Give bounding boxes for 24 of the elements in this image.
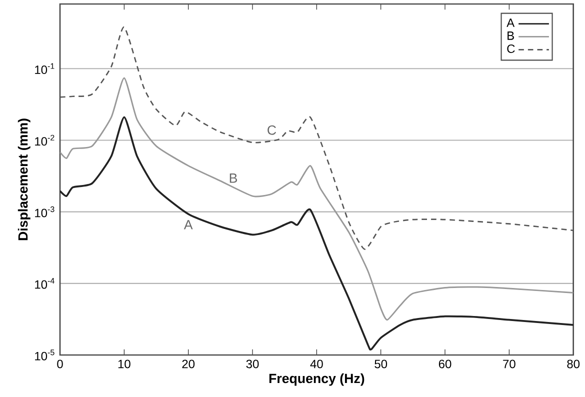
annotation: C bbox=[268, 125, 276, 135]
x-tick-label: 60 bbox=[438, 360, 452, 368]
y-tick-label: 10$^{-4}$ bbox=[35, 278, 54, 289]
x-tick-label: 20 bbox=[182, 360, 195, 368]
x-tick-label: 40 bbox=[310, 360, 323, 368]
y-tick-label: 10$^{-3}$ bbox=[35, 206, 54, 218]
x-tick-label: 70 bbox=[503, 360, 516, 368]
annotation: B bbox=[230, 174, 237, 183]
x-tick-label: 80 bbox=[567, 360, 580, 368]
x-tick-label: 10 bbox=[118, 360, 130, 368]
y-tick-label: 10$^{-2}$ bbox=[35, 134, 54, 146]
legend-label: B bbox=[508, 32, 514, 40]
legend-label: A bbox=[506, 18, 515, 27]
x-axis-title: Frequency (Hz) bbox=[269, 373, 364, 386]
x-tick-label: 30 bbox=[246, 360, 259, 368]
x-tick-label: 0 bbox=[57, 360, 63, 368]
y-tick-label: 10$^{-1}$ bbox=[35, 63, 54, 74]
y-axis-title: Displacement (mm) bbox=[18, 118, 30, 240]
annotation: A bbox=[184, 220, 193, 230]
line-series bbox=[60, 116, 574, 350]
x-tick-label: 50 bbox=[374, 360, 388, 368]
legend-label: C bbox=[507, 44, 515, 53]
line-series bbox=[60, 77, 574, 321]
y-tick-label: 10$^{-5}$ bbox=[35, 350, 54, 360]
